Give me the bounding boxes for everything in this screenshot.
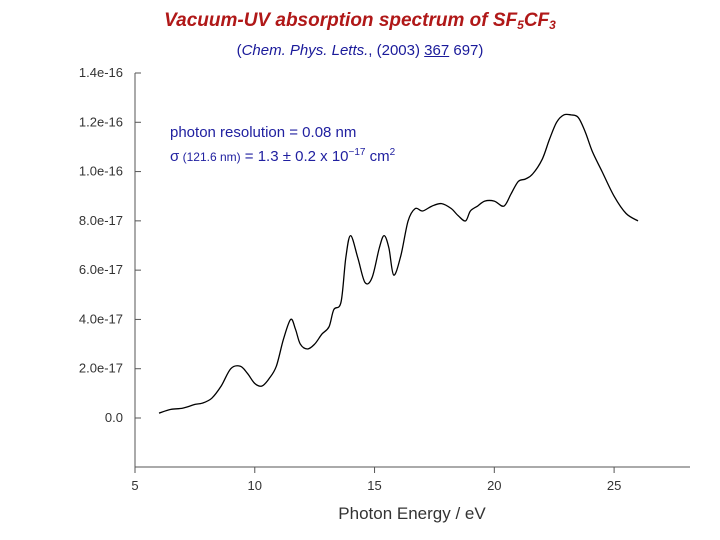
- sigma-symbol: σ: [170, 148, 180, 165]
- x-tick-label: 5: [131, 478, 138, 493]
- cross-section-annotation: σ (121.6 nm) = 1.3 ± 0.2 x 10−17 cm2: [170, 147, 396, 165]
- y-tick-label: 6.0e-17: [79, 262, 123, 277]
- x-tick-label: 15: [367, 478, 381, 493]
- y-tick-label: 1.0e-16: [79, 164, 123, 179]
- y-tick-label: 1.4e-16: [79, 65, 123, 80]
- y-tick-label: 8.0e-17: [79, 213, 123, 228]
- y-tick-label: 1.2e-16: [79, 114, 123, 129]
- citation-volume: 367: [424, 42, 450, 59]
- x-axis-label: Photon Energy / eV: [338, 504, 486, 523]
- x-tick-label: 25: [607, 478, 621, 493]
- resolution-annotation: photon resolution = 0.08 nm: [170, 124, 357, 141]
- chart-title: Vacuum-UV absorption spectrum of SF5CF3: [164, 10, 556, 32]
- y-tick-label: 2.0e-17: [79, 361, 123, 376]
- ticks: 0.0 2.0e-17 4.0e-17 6.0e-17 8.0e-17 1.0e-16 1.…: [79, 65, 621, 493]
- y-tick-label: 0.0: [105, 410, 123, 425]
- y-tick-label: 4.0e-17: [79, 311, 123, 326]
- citation: (Chem. Phys. Letts., (2003) 367 697): [236, 42, 484, 59]
- citation-journal: Chem. Phys. Letts.: [241, 42, 369, 59]
- x-tick-label: 20: [487, 478, 501, 493]
- absorption-curve: [158, 113, 639, 414]
- x-tick-label: 10: [248, 478, 262, 493]
